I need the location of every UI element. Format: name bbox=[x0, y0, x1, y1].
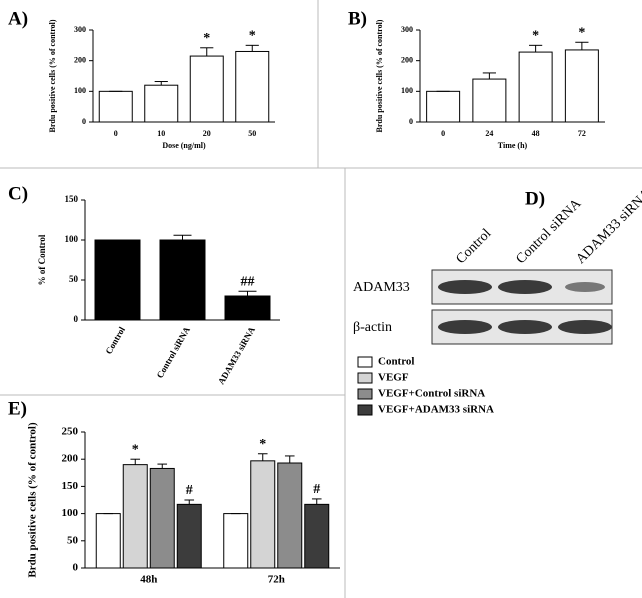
x-tick-label: 48 bbox=[532, 129, 540, 138]
x-tick-label: Control bbox=[103, 325, 127, 356]
bar bbox=[518, 51, 553, 123]
y-axis-label: Brdu positive cells (% of control) bbox=[48, 19, 57, 132]
panel-label: D) bbox=[525, 188, 545, 209]
panel-label: A) bbox=[8, 8, 28, 29]
annotation: * bbox=[578, 25, 585, 40]
blot-band bbox=[498, 320, 552, 334]
y-axis-label: Brdu positive cells (% of control) bbox=[375, 19, 384, 132]
bar bbox=[176, 503, 202, 569]
blot-band bbox=[565, 282, 605, 292]
y-tick-label: 0 bbox=[409, 117, 413, 126]
y-tick-label: 300 bbox=[401, 25, 413, 34]
y-axis-label: % of Control bbox=[37, 234, 47, 285]
lane-label: Control bbox=[453, 226, 494, 267]
blot-band bbox=[558, 320, 612, 334]
y-tick-label: 0 bbox=[82, 117, 86, 126]
x-tick-label: Control siRNA bbox=[155, 325, 193, 380]
bar bbox=[223, 513, 249, 569]
legend-swatch bbox=[357, 372, 373, 384]
row-label: ADAM33 bbox=[353, 280, 410, 295]
panel-label: B) bbox=[348, 8, 367, 29]
bar bbox=[159, 239, 206, 321]
bar bbox=[95, 513, 121, 569]
lane-label: ADAM33 siRNA bbox=[573, 186, 642, 267]
x-tick-label: 50 bbox=[248, 129, 256, 138]
y-tick-label: 0 bbox=[74, 314, 79, 324]
bar bbox=[98, 90, 133, 123]
bar bbox=[122, 464, 148, 569]
annotation: * bbox=[203, 31, 210, 46]
legend-label: VEGF+Control siRNA bbox=[378, 388, 485, 400]
blot-band bbox=[438, 280, 492, 294]
x-tick-label: 10 bbox=[157, 129, 165, 138]
blot-band bbox=[438, 320, 492, 334]
bar bbox=[304, 503, 330, 569]
y-tick-label: 100 bbox=[74, 86, 86, 95]
annotation: ## bbox=[241, 274, 255, 289]
y-tick-label: 100 bbox=[65, 234, 79, 244]
x-tick-label: 20 bbox=[203, 129, 211, 138]
annotation: * bbox=[132, 442, 139, 457]
x-tick-label: 0 bbox=[114, 129, 118, 138]
annotation: * bbox=[259, 437, 266, 452]
bar bbox=[149, 467, 175, 569]
y-tick-label: 200 bbox=[74, 55, 86, 64]
bar bbox=[235, 50, 270, 123]
y-tick-label: 300 bbox=[74, 25, 86, 34]
bar bbox=[564, 49, 599, 123]
x-tick-label: 72h bbox=[268, 574, 285, 586]
bar bbox=[144, 84, 179, 123]
y-tick-label: 200 bbox=[401, 55, 413, 64]
panel-label: C) bbox=[8, 183, 28, 204]
legend-label: VEGF+ADAM33 siRNA bbox=[378, 404, 494, 416]
annotation: * bbox=[532, 29, 539, 44]
annotation: * bbox=[249, 29, 256, 44]
x-tick-label: ADAM33 siRNA bbox=[216, 325, 257, 387]
y-tick-label: 50 bbox=[67, 534, 79, 546]
bar bbox=[224, 295, 271, 321]
x-tick-label: 72 bbox=[578, 129, 586, 138]
bar bbox=[426, 90, 461, 123]
legend-swatch bbox=[357, 388, 373, 400]
y-tick-label: 250 bbox=[62, 426, 79, 438]
annotation: # bbox=[186, 483, 193, 498]
legend-swatch bbox=[357, 404, 373, 416]
y-tick-label: 50 bbox=[69, 274, 79, 284]
x-axis-label: Dose (ng/ml) bbox=[162, 141, 206, 150]
y-axis-label: Brdu positive cells (% of control) bbox=[27, 422, 39, 578]
y-tick-label: 150 bbox=[62, 480, 79, 492]
x-tick-label: 0 bbox=[441, 129, 445, 138]
panel-label: E) bbox=[8, 398, 27, 419]
y-tick-label: 150 bbox=[65, 194, 79, 204]
x-axis-label: Time (h) bbox=[498, 141, 528, 150]
bar bbox=[94, 239, 141, 321]
x-tick-label: 48h bbox=[140, 574, 157, 586]
blot-band bbox=[498, 280, 552, 294]
y-tick-label: 200 bbox=[62, 453, 79, 465]
y-tick-label: 100 bbox=[401, 86, 413, 95]
bar bbox=[472, 78, 507, 123]
y-tick-label: 100 bbox=[62, 507, 79, 519]
x-tick-label: 24 bbox=[485, 129, 493, 138]
legend-label: Control bbox=[378, 356, 414, 368]
bar bbox=[250, 460, 276, 569]
bar bbox=[189, 55, 224, 123]
row-label: β-actin bbox=[353, 320, 392, 335]
bar bbox=[277, 462, 303, 569]
y-tick-label: 0 bbox=[73, 562, 79, 574]
legend-swatch bbox=[357, 356, 373, 368]
annotation: # bbox=[313, 482, 320, 497]
legend-label: VEGF bbox=[378, 372, 409, 384]
